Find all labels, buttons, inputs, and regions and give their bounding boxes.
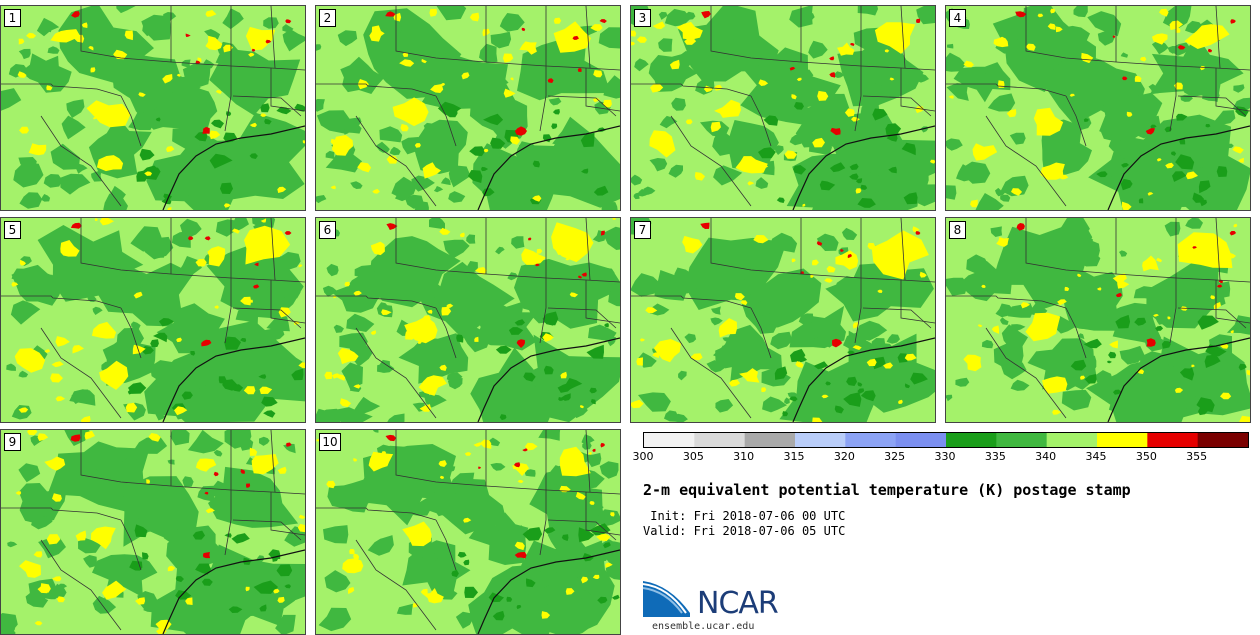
- colorbar-tick-label: 345: [1085, 450, 1107, 463]
- ncar-logo-icon: [642, 581, 690, 617]
- member-label: 6: [319, 221, 336, 239]
- colorbar-segment: [744, 433, 796, 447]
- temperature-map: [631, 6, 935, 210]
- init-time: Init: Fri 2018-07-06 00 UTC: [643, 509, 846, 523]
- member-panel-9: 9: [0, 429, 306, 635]
- temperature-map: [1, 430, 305, 634]
- temperature-map: [1, 218, 305, 422]
- logo-text: NCAR: [697, 586, 779, 621]
- colorbar-segment: [644, 433, 695, 447]
- colorbar-tick-label: 330: [934, 450, 956, 463]
- member-label: 9: [4, 433, 21, 451]
- member-panel-2: 2: [315, 5, 621, 211]
- member-panel-5: 5: [0, 217, 306, 423]
- colorbar-segment: [1097, 433, 1148, 447]
- valid-time: Valid: Fri 2018-07-06 05 UTC: [643, 524, 846, 538]
- temperature-map: [946, 6, 1250, 210]
- colorbar-segment: [946, 433, 997, 447]
- member-label: 8: [949, 221, 966, 239]
- colorbar-tick-label: 320: [833, 450, 855, 463]
- colorbar: [643, 432, 1249, 448]
- colorbar-tick-label: 315: [783, 450, 805, 463]
- colorbar-tick-label: 350: [1135, 450, 1157, 463]
- member-label: 4: [949, 9, 966, 27]
- colorbar-tick-label: 340: [1035, 450, 1057, 463]
- colorbar-segment: [996, 433, 1048, 447]
- colorbar-tick-label: 335: [984, 450, 1006, 463]
- member-panel-10: 10: [315, 429, 621, 635]
- colorbar-tick-label: 325: [884, 450, 906, 463]
- temperature-map: [316, 6, 620, 210]
- colorbar-tick-label: 355: [1186, 450, 1208, 463]
- colorbar-segment: [1147, 433, 1199, 447]
- member-panel-1: 1: [0, 5, 306, 211]
- member-panel-7: 7: [630, 217, 936, 423]
- member-label: 1: [4, 9, 21, 27]
- colorbar-segment: [895, 433, 947, 447]
- colorbar-tick-label: 300: [632, 450, 654, 463]
- temperature-map: [1, 6, 305, 210]
- colorbar-segment: [795, 433, 846, 447]
- member-panel-4: 4: [945, 5, 1251, 211]
- member-label: 7: [634, 221, 651, 239]
- member-panel-3: 3: [630, 5, 936, 211]
- colorbar-tick-label: 310: [733, 450, 755, 463]
- temperature-map: [316, 218, 620, 422]
- member-label: 10: [319, 433, 341, 451]
- figure-title: 2-m equivalent potential temperature (K)…: [643, 481, 1131, 499]
- member-label: 5: [4, 221, 21, 239]
- temperature-map: [946, 218, 1250, 422]
- colorbar-segment: [1046, 433, 1098, 447]
- temperature-map: [316, 430, 620, 634]
- colorbar-tick-label: 305: [682, 450, 704, 463]
- logo-url: ensemble.ucar.edu: [652, 621, 755, 632]
- temperature-map: [631, 218, 935, 422]
- colorbar-segment: [694, 433, 746, 447]
- colorbar-segment: [1197, 433, 1248, 447]
- member-label: 2: [319, 9, 336, 27]
- colorbar-ticks: 300 305 310 315 320 325 330 335 340 345 350 355: [633, 450, 1253, 466]
- member-label: 3: [634, 9, 651, 27]
- member-panel-6: 6: [315, 217, 621, 423]
- colorbar-segment: [845, 433, 897, 447]
- member-panel-8: 8: [945, 217, 1251, 423]
